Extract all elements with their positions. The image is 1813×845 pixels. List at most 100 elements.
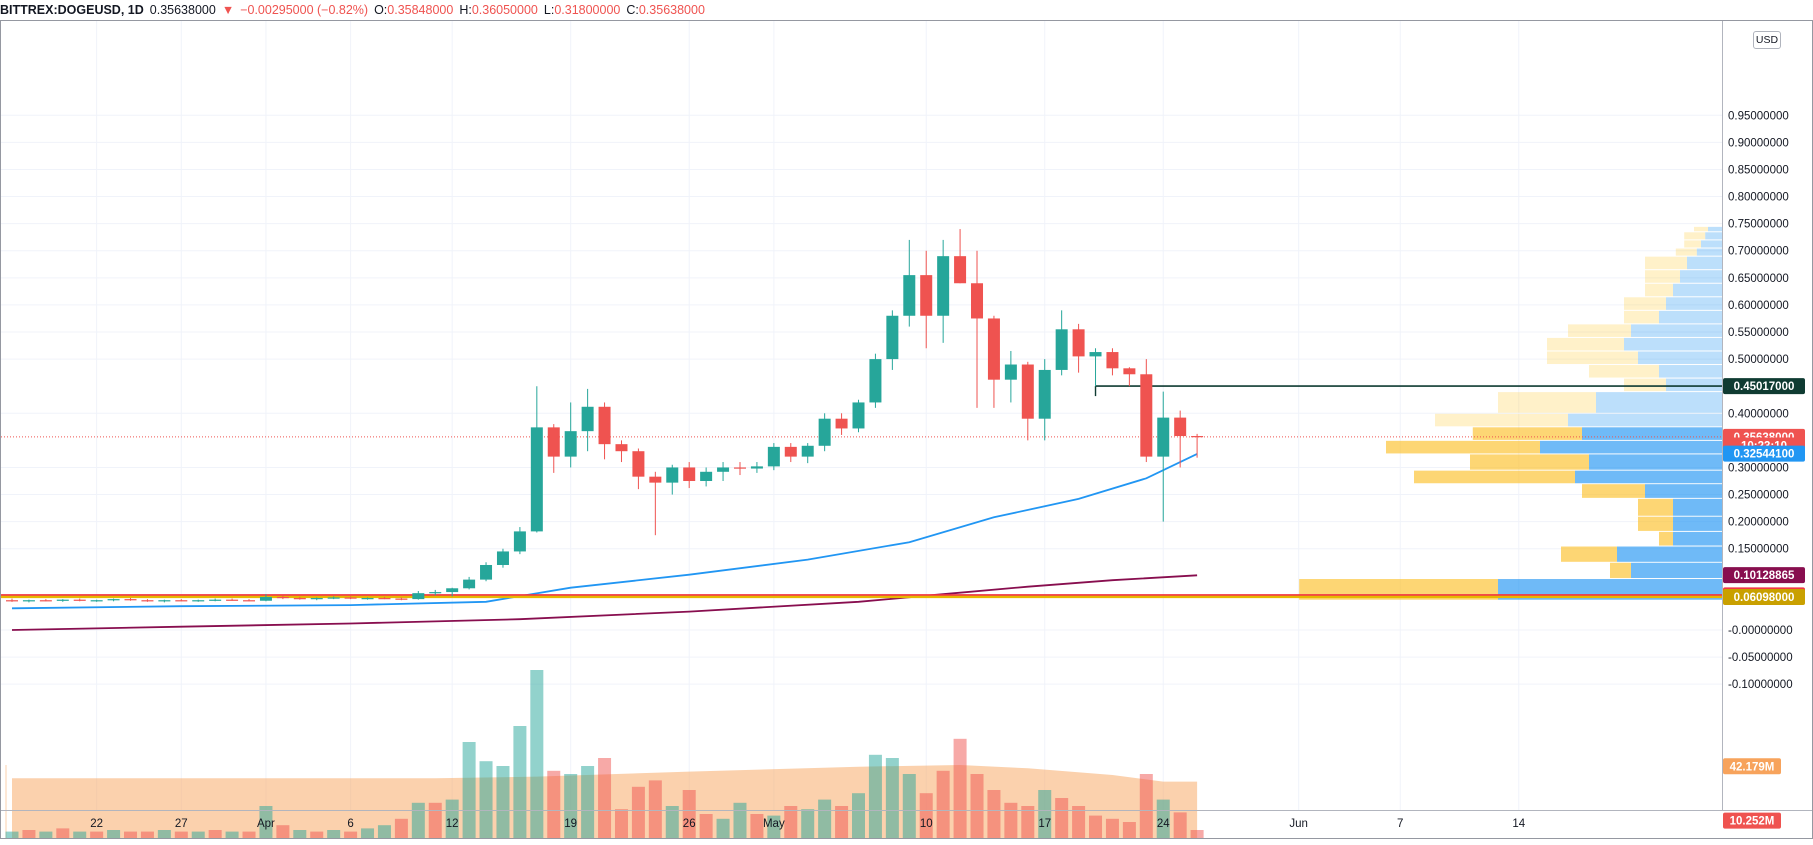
candle-body (429, 592, 442, 594)
profile-row-down (1645, 256, 1687, 270)
volume-bar (107, 830, 121, 838)
candle-body (310, 598, 323, 600)
time-axis-label: 14 (1512, 818, 1525, 830)
volume-tag-box (1723, 812, 1781, 829)
price-axis-label: 0.60000000 (1728, 300, 1789, 312)
candle-body (750, 466, 763, 469)
low-label: L: (543, 3, 555, 17)
volume-bar (767, 815, 781, 838)
candle-body (632, 451, 645, 477)
price-axis-label: 0.70000000 (1728, 246, 1789, 258)
candle-body (395, 598, 408, 600)
high-value: 0.36050000 (471, 3, 538, 17)
profile-value-area-up (1673, 516, 1722, 531)
profile-row-down (1568, 324, 1631, 337)
profile-value-area-down (1472, 427, 1582, 440)
candle-body (496, 551, 509, 565)
profile-value-area-up (1575, 470, 1722, 484)
profile-value-area-down (1659, 531, 1673, 546)
candle-body (801, 445, 814, 457)
price-tag-box (1723, 445, 1805, 462)
candle-body (987, 318, 1000, 380)
volume-bar (1055, 798, 1069, 838)
volume-tag-box (1723, 758, 1781, 775)
time-axis[interactable]: 22 27 Apr 6 12 19 26 May 10 17 24 Jun 7 14 (90, 818, 1526, 830)
candle-body (717, 467, 730, 472)
price-axis-label: -0.00000000 (1728, 625, 1793, 637)
profile-row-down (1684, 240, 1701, 248)
price-tag-label: 0.45017000 (1734, 381, 1795, 393)
volume-bar (530, 670, 544, 838)
volume-bar (22, 830, 36, 838)
time-axis-label: 6 (347, 818, 353, 830)
profile-row-down (1589, 365, 1659, 378)
profile-value-area-up (1631, 562, 1722, 579)
time-axis-label: 27 (175, 818, 188, 830)
profile-row-up (1680, 270, 1722, 283)
volume-bar (327, 830, 341, 838)
time-axis-label: 7 (1397, 818, 1403, 830)
volume-bar (1173, 812, 1187, 838)
volume-bar (1190, 830, 1204, 838)
volume-bar (936, 770, 950, 838)
candle-body (361, 598, 374, 600)
volume-bar (970, 774, 984, 838)
profile-value-area-up (1617, 546, 1722, 562)
price-axis[interactable]: 0.95000000 0.90000000 0.85000000 0.80000000… (1728, 110, 1793, 691)
volume-bar (699, 814, 713, 838)
candle-body (869, 359, 882, 403)
price-axis-label: 0.75000000 (1728, 219, 1789, 231)
volume-bar (1122, 822, 1136, 838)
candle-body (1072, 329, 1085, 357)
volume-bar (428, 802, 442, 838)
volume-bar (598, 758, 612, 838)
candle-body (513, 531, 526, 552)
volume-bar (868, 754, 882, 838)
volume-bar (310, 831, 324, 838)
currency-button[interactable]: USD (1753, 31, 1781, 49)
profile-row-down (1675, 248, 1697, 256)
time-axis-label: 19 (564, 818, 577, 830)
close-label: C: (626, 3, 639, 17)
volume-bar (987, 790, 1001, 838)
candle-body (818, 418, 831, 446)
candle-body (954, 256, 967, 284)
volume-bar (1105, 818, 1119, 838)
candle-body (1106, 352, 1119, 369)
candle-body (1089, 352, 1102, 357)
price-tag-box (1723, 567, 1805, 584)
profile-row-down (1547, 337, 1624, 351)
volume-bar (157, 830, 171, 838)
volume-bar (208, 830, 222, 838)
candlesticks[interactable] (6, 229, 1204, 603)
time-axis-label: Apr (257, 818, 275, 830)
candle-body (1174, 417, 1187, 437)
volume-bar (361, 828, 375, 838)
candle-body (920, 275, 933, 316)
profile-value-area-down (1414, 470, 1575, 484)
volume-bar (124, 831, 138, 838)
profile-row-down (1498, 392, 1596, 413)
ma-fast-line (11, 453, 1198, 610)
profile-row-down (1435, 413, 1568, 427)
candle-body (1157, 417, 1170, 457)
time-axis-label: 17 (1038, 818, 1051, 830)
price-change: −0.00295000 (−0.82%) (240, 3, 369, 17)
volume-bar (344, 831, 358, 838)
volume-bar (885, 758, 899, 838)
profile-row-down (1547, 351, 1638, 365)
candle-body (1004, 364, 1017, 380)
price-axis-label: 0.25000000 (1728, 490, 1789, 502)
profile-row-up (1696, 248, 1722, 256)
symbol-name[interactable]: BITTREX:DOGEUSD, 1D (0, 3, 144, 17)
time-axis-label: 26 (683, 818, 696, 830)
volume-bar (513, 726, 527, 838)
profile-row-up (1708, 226, 1722, 232)
candle-body (344, 597, 357, 599)
candle-body (564, 431, 577, 457)
price-axis-label: 0.40000000 (1728, 408, 1789, 420)
profile-row-down (1645, 270, 1680, 283)
volume-bar (665, 806, 679, 838)
profile-row-down (1624, 310, 1659, 324)
